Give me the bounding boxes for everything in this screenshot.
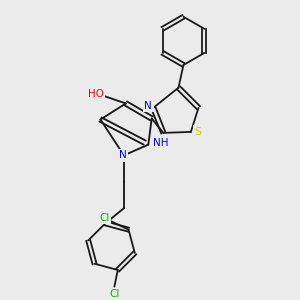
Text: HO: HO: [88, 89, 104, 99]
Text: Cl: Cl: [99, 213, 110, 223]
Text: Cl: Cl: [109, 289, 120, 299]
Text: NH: NH: [153, 138, 169, 148]
Text: S: S: [195, 127, 202, 137]
Text: N: N: [119, 150, 127, 160]
Text: N: N: [145, 101, 152, 111]
